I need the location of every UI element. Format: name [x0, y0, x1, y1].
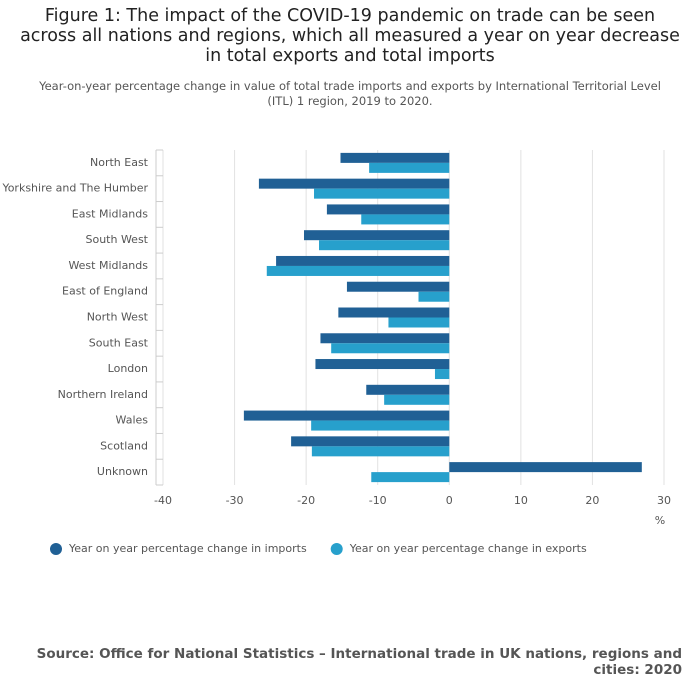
- source-note: Source: Office for National Statistics –…: [36, 646, 682, 678]
- bar: [418, 291, 450, 302]
- bar: [276, 255, 450, 266]
- bar: [320, 333, 450, 344]
- legend-marker: [330, 543, 343, 555]
- bar: [369, 162, 450, 173]
- bar: [338, 307, 450, 318]
- x-axis-label: %: [655, 514, 665, 527]
- bar: [326, 204, 450, 215]
- y-tick-label: East of England: [62, 285, 148, 298]
- bar: [311, 420, 450, 431]
- bar: [319, 240, 450, 251]
- y-tick-label: North West: [87, 311, 149, 324]
- y-tick-label: North East: [90, 156, 149, 169]
- x-tick-label: -40: [154, 494, 172, 507]
- bar: [449, 462, 642, 473]
- bar: [340, 152, 450, 163]
- legend-marker: [50, 543, 62, 555]
- bar: [331, 343, 450, 354]
- x-tick-label: 10: [514, 494, 528, 507]
- x-tick-label: -10: [369, 494, 387, 507]
- legend-label: Year on year percentage change in export…: [349, 542, 587, 555]
- x-tick-label: -20: [297, 494, 315, 507]
- bar: [315, 359, 450, 370]
- y-tick-label: East Midlands: [72, 207, 149, 220]
- bar: [366, 384, 450, 395]
- y-tick-label: West Midlands: [68, 259, 148, 272]
- bar: [361, 214, 450, 225]
- y-tick-label: Scotland: [100, 439, 148, 452]
- bar: [311, 446, 450, 457]
- bar: [303, 230, 450, 241]
- bar: [258, 178, 450, 189]
- y-tick-label: London: [108, 362, 148, 375]
- x-tick-label: -30: [226, 494, 244, 507]
- chart-subtitle: Year-on-year percentage change in value …: [39, 79, 661, 108]
- bar: [314, 188, 450, 199]
- chart-title: Figure 1: The impact of the COVID-19 pan…: [20, 6, 680, 66]
- bar: [388, 317, 450, 328]
- y-tick-label: South West: [85, 233, 148, 246]
- y-tick-label: Unknown: [97, 465, 148, 478]
- y-tick-label: South East: [89, 336, 149, 349]
- x-tick-label: 0: [446, 494, 453, 507]
- y-tick-label: Yorkshire and The Humber: [1, 182, 148, 195]
- x-tick-label: 30: [657, 494, 671, 507]
- chart: -40 -30 -20 -10 0 10 20 30% North East Yorkshire …: [1, 149, 671, 555]
- bar: [434, 369, 450, 380]
- x-tick-label: 20: [585, 494, 599, 507]
- bar: [371, 472, 450, 483]
- y-tick-label: Northern Ireland: [58, 388, 148, 401]
- legend-label: Year on year percentage change in import…: [68, 542, 307, 555]
- bar: [346, 281, 450, 292]
- y-tick-label: Wales: [116, 414, 149, 427]
- bar: [243, 410, 450, 421]
- bar: [291, 436, 450, 447]
- bar: [266, 265, 450, 276]
- bar: [384, 394, 450, 405]
